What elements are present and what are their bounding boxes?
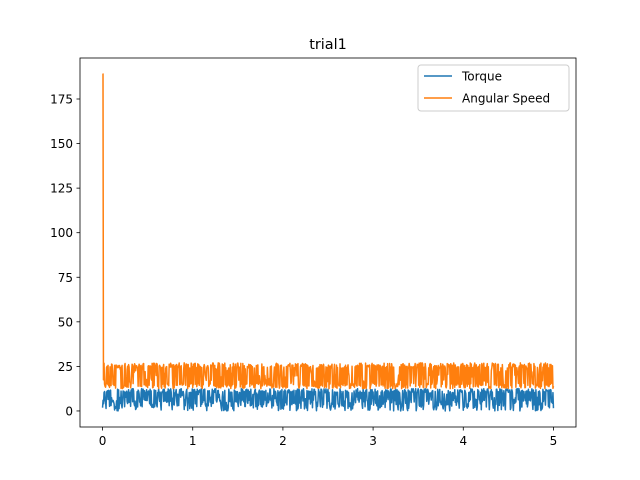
y-tick-label: 100 — [50, 226, 73, 240]
y-tick-label: 150 — [50, 137, 73, 151]
legend: Torque Angular Speed — [417, 64, 570, 112]
y-tick-label: 175 — [50, 93, 73, 107]
x-tick-label: 1 — [189, 434, 197, 448]
x-tick-label: 3 — [369, 434, 377, 448]
y-tick-label: 0 — [65, 404, 73, 418]
y-tick-label: 125 — [50, 182, 73, 196]
legend-label-torque: Torque — [461, 70, 502, 84]
plot-area — [101, 73, 555, 412]
y-tick-label: 75 — [58, 271, 73, 285]
y-tick-label: 50 — [58, 315, 73, 329]
axes-frame — [79, 57, 577, 428]
chart-title: trial1 — [309, 37, 347, 53]
legend-box — [417, 64, 570, 112]
series-line-torque — [101, 387, 555, 412]
x-tick-label: 0 — [99, 434, 107, 448]
x-tick-label: 2 — [279, 434, 287, 448]
legend-label-angular-speed: Angular Speed — [462, 92, 550, 106]
x-tick-label: 5 — [550, 434, 558, 448]
series-line-angular-speed — [102, 73, 555, 390]
x-tick-label: 4 — [459, 434, 467, 448]
y-tick-label: 25 — [58, 360, 73, 374]
